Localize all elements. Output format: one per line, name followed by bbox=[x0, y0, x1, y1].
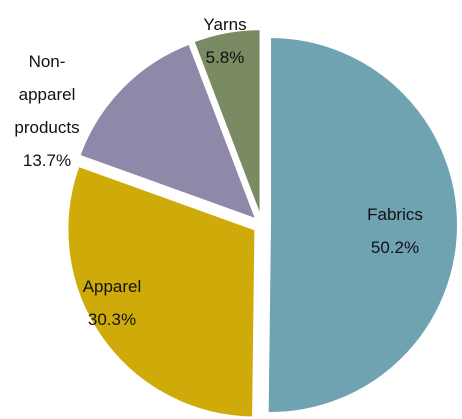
slice-label: Yarns 5.8% bbox=[190, 8, 260, 74]
slice-label: Fabrics 50.2% bbox=[345, 198, 445, 264]
value-label: 5.8% bbox=[205, 48, 245, 67]
category-label: Apparel bbox=[82, 277, 142, 296]
category-label: Yarns bbox=[203, 15, 247, 34]
slice-label: Non-apparel products 13.7% bbox=[2, 45, 92, 177]
category-label: Non-apparel products bbox=[14, 52, 80, 137]
pie-slice bbox=[66, 164, 257, 419]
pie-slice bbox=[266, 36, 460, 415]
value-label: 50.2% bbox=[370, 238, 420, 257]
pie-slice bbox=[78, 42, 259, 222]
category-label: Fabrics bbox=[367, 205, 423, 224]
slice-label: Apparel 30.3% bbox=[62, 270, 162, 336]
value-label: 30.3% bbox=[87, 310, 137, 329]
value-label: 13.7% bbox=[22, 151, 72, 170]
pie-slice bbox=[192, 28, 262, 218]
